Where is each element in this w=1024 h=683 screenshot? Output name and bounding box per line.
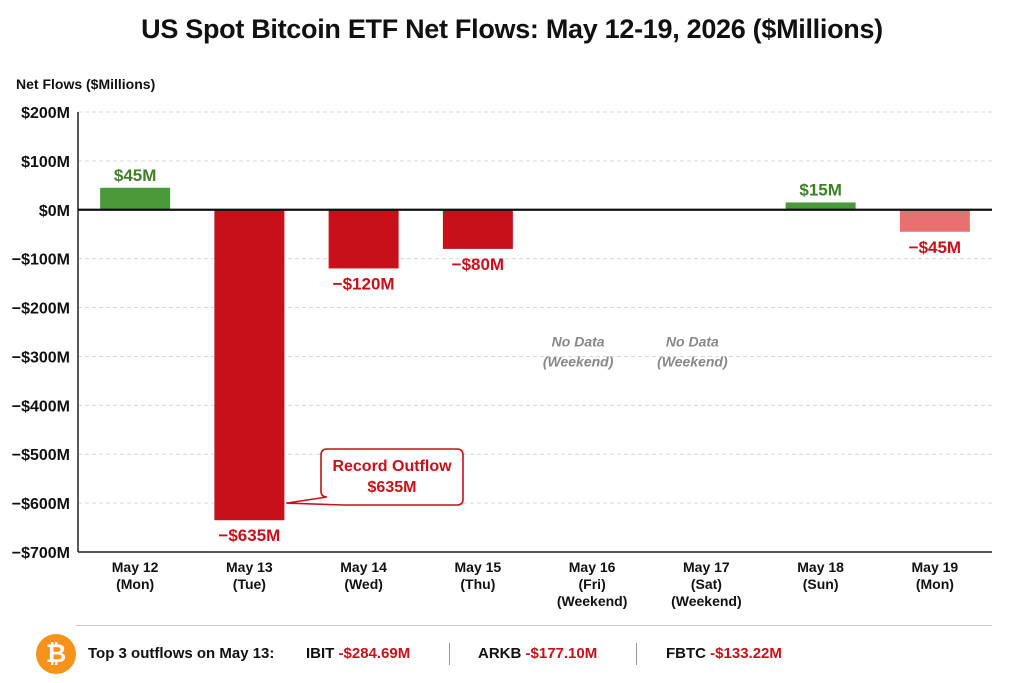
x-tick-label: (Weekend) — [671, 593, 742, 609]
footer-item-arkb: ARKB -$177.10M — [478, 645, 597, 662]
x-tick-label: (Sun) — [803, 576, 839, 592]
bar — [899, 209, 970, 232]
bar-value-label: −$635M — [218, 526, 280, 545]
y-tick-label: −$200M — [12, 301, 70, 318]
annotation-callout — [286, 448, 464, 506]
x-tick-label: (Thu) — [460, 576, 495, 592]
y-tick-label: −$100M — [12, 252, 70, 269]
x-tick-label: May 19 — [912, 559, 959, 575]
y-tick-label: $200M — [21, 105, 70, 122]
footer-summary: ₿ Top 3 outflows on May 13: IBIT -$284.6… — [0, 632, 1024, 676]
no-data-label: (Weekend) — [657, 354, 728, 370]
x-tick-label: (Wed) — [344, 576, 383, 592]
x-tick-label: May 17 — [683, 559, 730, 575]
x-tick-label: May 18 — [797, 559, 844, 575]
y-tick-label: −$600M — [12, 496, 70, 513]
x-tick-label: May 14 — [340, 559, 387, 575]
x-tick-label: (Mon) — [116, 576, 154, 592]
y-tick-label: −$500M — [12, 447, 70, 464]
footer-separator — [449, 643, 450, 665]
no-data-label: No Data — [666, 334, 719, 350]
bitcoin-icon: ₿ — [36, 634, 76, 674]
bar-value-label: $15M — [799, 180, 842, 199]
footer-value: -$133.22M — [710, 645, 782, 662]
footer-ticker: IBIT — [306, 645, 335, 662]
footer-ticker: ARKB — [478, 645, 522, 662]
footer-label: Top 3 outflows on May 13: — [88, 645, 275, 662]
y-tick-label: −$300M — [12, 349, 70, 366]
bar — [442, 209, 513, 249]
bar-chart: $200M $100M $0M −$100M −$200M −$300M −$400M −$5… — [12, 105, 992, 609]
footer-separator — [636, 643, 637, 665]
footer-value: -$284.69M — [338, 645, 411, 662]
x-tick-label: (Mon) — [916, 576, 954, 592]
x-tick-label: May 13 — [226, 559, 273, 575]
y-tick-label: −$400M — [12, 398, 70, 415]
bar-value-label: −$120M — [333, 274, 395, 293]
x-tick-label: May 15 — [455, 559, 502, 575]
x-tick-label: May 12 — [112, 559, 159, 575]
bar-value-label: −$80M — [452, 255, 504, 274]
y-tick-label: $0M — [39, 203, 70, 220]
no-data-label: No Data — [552, 334, 605, 350]
footer-ticker: FBTC — [666, 645, 706, 662]
chart-title: US Spot Bitcoin ETF Net Flows: May 12-19… — [141, 14, 883, 44]
y-tick-label: $100M — [21, 154, 70, 171]
y-axis-label: Net Flows ($Millions) — [16, 76, 156, 92]
x-tick-label: May 16 — [569, 559, 616, 575]
no-data-label: (Weekend) — [543, 354, 614, 370]
footer-item-fbtc: FBTC -$133.22M — [666, 645, 782, 662]
bar — [328, 209, 399, 269]
y-tick-label: −$700M — [12, 545, 70, 562]
bar-value-label: $45M — [114, 166, 157, 185]
x-tick-label: (Fri) — [579, 576, 606, 592]
bar — [100, 187, 171, 210]
annotation-text: $635M — [368, 479, 417, 496]
bar-value-label: −$45M — [909, 238, 961, 257]
footer-value: -$177.10M — [525, 645, 598, 662]
x-tick-label: (Sat) — [691, 576, 722, 592]
bar — [785, 202, 856, 210]
annotation-text: Record Outflow — [332, 458, 452, 475]
footer-divider — [76, 625, 992, 626]
footer-item-ibit: IBIT -$284.69M — [306, 645, 410, 662]
x-tick-label: (Tue) — [233, 576, 266, 592]
bar — [214, 209, 285, 521]
x-tick-label: (Weekend) — [557, 593, 628, 609]
